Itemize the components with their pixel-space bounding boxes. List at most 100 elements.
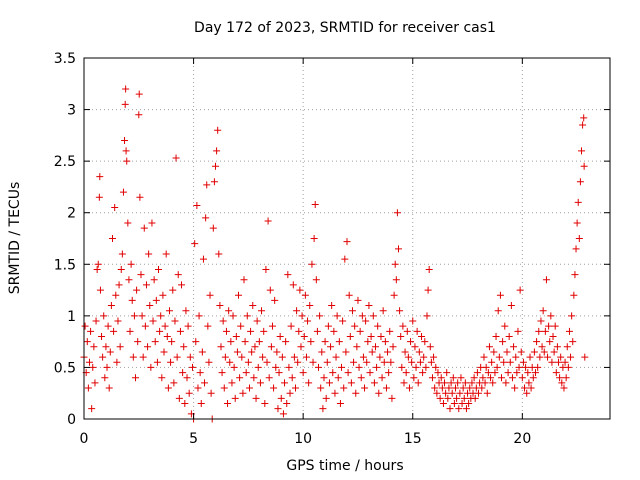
data-point — [433, 389, 441, 397]
data-point — [271, 296, 279, 304]
data-point — [574, 198, 582, 206]
data-point — [107, 302, 115, 310]
data-point — [196, 369, 204, 377]
data-point — [500, 358, 508, 366]
data-point — [521, 384, 529, 392]
data-point — [548, 358, 556, 366]
data-point — [445, 384, 453, 392]
data-point — [448, 389, 456, 397]
data-point — [405, 384, 413, 392]
data-point — [295, 327, 303, 335]
data-point — [523, 389, 531, 397]
data-point — [122, 147, 130, 155]
data-point — [389, 343, 397, 351]
data-point — [284, 271, 292, 279]
data-point — [258, 307, 266, 315]
data-point — [479, 374, 487, 382]
data-point — [537, 317, 545, 325]
data-point — [182, 307, 190, 315]
data-point — [465, 400, 473, 408]
data-point — [552, 369, 560, 377]
data-point — [306, 302, 314, 310]
y-axis: 0 0.5 1 1.5 2 2.5 3 3.5 — [54, 51, 610, 428]
data-point — [134, 338, 142, 346]
data-point — [320, 374, 328, 382]
data-point — [206, 291, 214, 299]
data-point — [301, 291, 309, 299]
data-point — [456, 389, 464, 397]
data-point — [351, 322, 359, 330]
data-point — [506, 358, 514, 366]
data-point — [307, 338, 315, 346]
data-point — [325, 379, 333, 387]
data-point — [366, 369, 374, 377]
data-point — [229, 312, 237, 320]
data-point — [212, 162, 219, 170]
data-point — [197, 400, 205, 408]
data-point — [122, 85, 130, 93]
data-point — [384, 348, 392, 356]
data-point — [526, 353, 534, 361]
data-point — [369, 312, 377, 320]
data-point — [562, 374, 570, 382]
data-point — [317, 384, 325, 392]
data-point — [449, 374, 457, 382]
data-point — [560, 384, 568, 392]
x-tick-label: 10 — [294, 431, 312, 447]
y-tick-label: 0 — [67, 412, 76, 428]
data-point — [251, 343, 259, 351]
y-tick-label: 2.5 — [54, 154, 76, 170]
data-point — [377, 332, 385, 340]
data-point — [344, 369, 352, 377]
data-point — [403, 327, 411, 335]
data-point — [296, 286, 304, 294]
data-point — [149, 317, 157, 325]
data-point — [92, 317, 100, 325]
data-point — [434, 369, 442, 377]
data-point — [192, 338, 200, 346]
data-point — [332, 353, 340, 361]
data-point — [371, 343, 379, 351]
data-point — [259, 353, 267, 361]
data-point — [299, 369, 307, 377]
data-point — [202, 214, 210, 222]
data-point — [172, 154, 180, 162]
data-point — [379, 307, 387, 315]
data-point — [283, 400, 291, 408]
data-point — [89, 363, 97, 371]
data-point — [254, 363, 262, 371]
data-point — [244, 358, 252, 366]
data-point — [294, 358, 302, 366]
data-point — [322, 394, 330, 402]
data-point — [159, 291, 167, 299]
data-point — [276, 332, 284, 340]
data-point — [362, 317, 370, 325]
data-point — [493, 363, 501, 371]
data-point — [221, 353, 229, 361]
data-point — [350, 358, 358, 366]
data-point — [184, 322, 192, 330]
data-point — [382, 384, 390, 392]
data-point — [380, 358, 388, 366]
data-point — [141, 322, 149, 330]
data-point — [556, 374, 564, 382]
data-point — [483, 389, 491, 397]
data-point — [88, 405, 96, 413]
data-point — [230, 363, 238, 371]
data-point — [386, 327, 394, 335]
data-point — [504, 369, 512, 377]
data-point — [354, 296, 362, 304]
data-point — [158, 374, 166, 382]
data-point — [106, 348, 114, 356]
data-point — [113, 358, 121, 366]
data-point — [534, 363, 542, 371]
data-point — [293, 307, 301, 315]
data-point — [488, 358, 496, 366]
data-point — [240, 276, 248, 284]
data-point — [126, 327, 134, 335]
data-point — [368, 348, 376, 356]
data-point — [473, 369, 481, 377]
data-point — [160, 348, 168, 356]
data-point — [297, 343, 305, 351]
data-point — [579, 121, 587, 129]
